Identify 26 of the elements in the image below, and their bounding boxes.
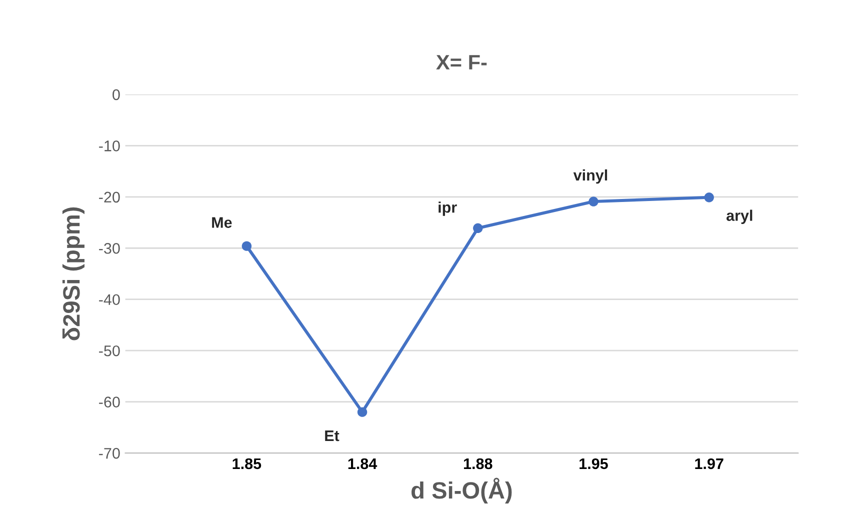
y-tick-label: -70 <box>99 448 120 459</box>
y-tick-label: 0 <box>112 89 120 100</box>
x-axis-title: d Si-O(Å) <box>412 478 512 504</box>
annotation: ipr <box>438 202 457 216</box>
y-axis-title: δ29Si (ppm) <box>62 207 84 340</box>
annotation: vinyl <box>573 169 608 184</box>
point <box>473 223 483 234</box>
annotation: Me <box>212 217 232 228</box>
y-tick-label: -40 <box>99 294 120 306</box>
x-tick-label: 1.95 <box>580 458 608 470</box>
chart-title: X= F- <box>436 55 487 70</box>
point <box>242 241 252 251</box>
point <box>704 192 714 202</box>
annotation: Et <box>325 430 340 442</box>
y-tick-label: -30 <box>99 242 120 254</box>
x-tick-label: 1.97 <box>695 458 724 470</box>
y-tick-label: -10 <box>99 140 120 152</box>
x-tick-label: 1.84 <box>348 458 378 470</box>
x-tick-label: 1.88 <box>464 458 492 470</box>
point <box>357 407 368 417</box>
y-tick-label: -60 <box>99 396 120 408</box>
y-tick-label: -50 <box>99 345 120 356</box>
y-tick-label: -20 <box>99 192 120 203</box>
point <box>588 196 598 206</box>
x-tick-label: 1.85 <box>232 458 262 470</box>
annotation: aryl <box>726 210 752 224</box>
